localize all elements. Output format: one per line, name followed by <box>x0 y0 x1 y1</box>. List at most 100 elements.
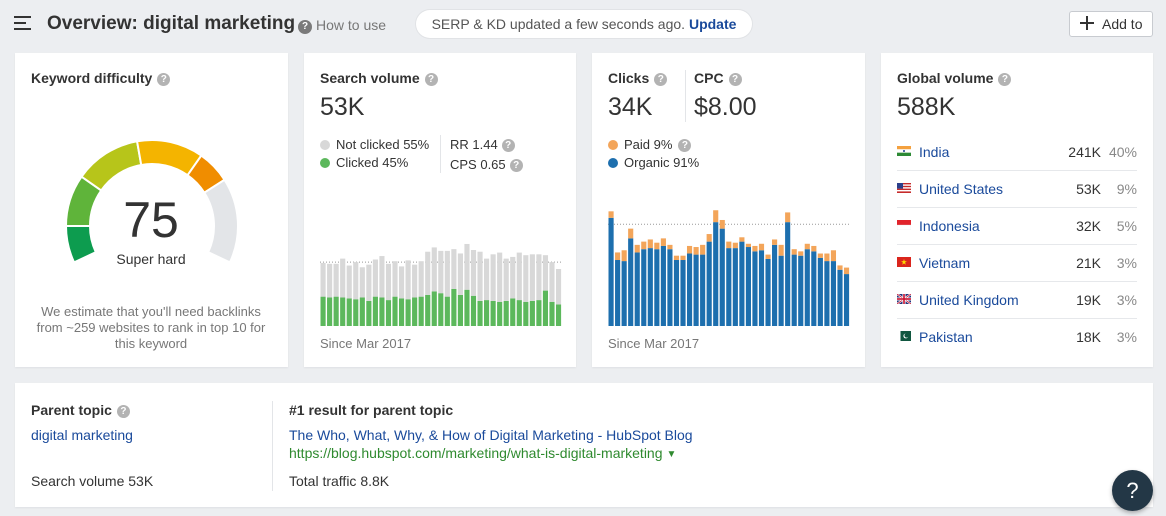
bar-organic[interactable] <box>647 248 653 326</box>
bar-organic[interactable] <box>641 249 647 326</box>
bar-clicked[interactable] <box>320 296 326 326</box>
bar-not-clicked[interactable] <box>510 256 516 299</box>
add-to-button[interactable]: Add to <box>1069 11 1153 37</box>
bar-organic[interactable] <box>667 249 673 326</box>
bar-not-clicked[interactable] <box>542 255 549 291</box>
bar-paid[interactable] <box>647 239 653 249</box>
bar-not-clicked[interactable] <box>497 252 503 302</box>
bar-not-clicked[interactable] <box>379 256 385 298</box>
bar-organic[interactable] <box>732 248 738 326</box>
bar-organic[interactable] <box>719 228 725 326</box>
bar-paid[interactable] <box>817 253 823 258</box>
bar-paid[interactable] <box>843 267 850 275</box>
how-to-use-link[interactable]: ? How to use <box>298 17 386 34</box>
country-link[interactable]: Indonesia <box>919 218 980 234</box>
bar-clicked[interactable] <box>333 296 339 326</box>
question-icon[interactable]: ? <box>501 139 515 152</box>
bar-paid[interactable] <box>641 241 647 250</box>
country-link[interactable]: Pakistan <box>919 329 973 345</box>
bar-paid[interactable] <box>693 247 699 255</box>
bar-organic[interactable] <box>660 245 666 326</box>
bar-clicked[interactable] <box>340 297 346 327</box>
bar-not-clicked[interactable] <box>359 267 365 298</box>
bar-not-clicked[interactable] <box>457 253 463 295</box>
bar-clicked[interactable] <box>503 300 509 326</box>
bar-organic[interactable] <box>706 241 712 326</box>
bar-organic[interactable] <box>778 255 784 326</box>
country-link[interactable]: United States <box>919 181 1004 197</box>
bar-not-clicked[interactable] <box>320 262 326 297</box>
bar-clicked[interactable] <box>418 296 424 326</box>
bar-paid[interactable] <box>719 219 725 229</box>
bar-clicked[interactable] <box>372 296 378 326</box>
bar-organic[interactable] <box>817 257 823 326</box>
bar-organic[interactable] <box>837 269 843 326</box>
bar-not-clicked[interactable] <box>451 249 457 289</box>
bar-paid[interactable] <box>758 243 765 251</box>
question-icon[interactable]: ? <box>728 73 742 86</box>
bar-paid[interactable] <box>660 238 666 246</box>
bar-organic[interactable] <box>680 260 686 326</box>
bar-paid[interactable] <box>615 252 621 261</box>
bar-clicked[interactable] <box>470 295 477 326</box>
bar-not-clicked[interactable] <box>549 262 555 302</box>
bar-clicked[interactable] <box>542 290 549 326</box>
bar-not-clicked[interactable] <box>405 260 411 300</box>
top-result-link[interactable]: The Who, What, Why, & How of Digital Mar… <box>289 427 693 443</box>
bar-paid[interactable] <box>628 228 634 239</box>
bar-paid[interactable] <box>824 253 830 262</box>
bar-clicked[interactable] <box>497 301 503 326</box>
bar-paid[interactable] <box>634 244 640 253</box>
country-link[interactable]: India <box>919 144 950 160</box>
bar-not-clicked[interactable] <box>438 250 444 294</box>
bar-not-clicked[interactable] <box>431 247 437 292</box>
bar-paid[interactable] <box>713 210 719 223</box>
bar-clicked[interactable] <box>346 298 352 326</box>
caret-down-icon[interactable]: ▼ <box>666 449 677 460</box>
bar-organic[interactable] <box>634 252 640 326</box>
bar-clicked[interactable] <box>490 300 496 326</box>
bar-not-clicked[interactable] <box>346 265 352 299</box>
bar-organic[interactable] <box>758 250 765 326</box>
question-icon[interactable]: ? <box>116 405 130 418</box>
bar-paid[interactable] <box>706 234 712 242</box>
bar-organic[interactable] <box>765 258 771 326</box>
bar-not-clicked[interactable] <box>529 254 535 301</box>
bar-clicked[interactable] <box>379 297 385 327</box>
question-icon[interactable]: ? <box>678 139 692 152</box>
bar-not-clicked[interactable] <box>477 251 483 301</box>
bar-not-clicked[interactable] <box>412 264 418 298</box>
bar-not-clicked[interactable] <box>353 262 359 300</box>
bar-not-clicked[interactable] <box>536 254 542 301</box>
bar-not-clicked[interactable] <box>327 263 333 298</box>
bar-not-clicked[interactable] <box>523 255 529 302</box>
bar-paid[interactable] <box>739 237 745 242</box>
bar-clicked[interactable] <box>510 298 516 326</box>
bar-clicked[interactable] <box>516 300 522 326</box>
bar-not-clicked[interactable] <box>372 259 378 297</box>
bar-organic[interactable] <box>843 274 850 326</box>
bar-not-clicked[interactable] <box>470 250 477 296</box>
bar-paid[interactable] <box>772 239 778 245</box>
bar-organic[interactable] <box>804 249 810 326</box>
bar-not-clicked[interactable] <box>555 269 562 305</box>
bar-paid[interactable] <box>791 249 797 255</box>
bar-paid[interactable] <box>608 211 614 218</box>
bar-organic[interactable] <box>726 248 732 326</box>
bar-clicked[interactable] <box>431 291 437 326</box>
bar-not-clicked[interactable] <box>464 243 470 290</box>
bar-clicked[interactable] <box>523 301 529 326</box>
bar-clicked[interactable] <box>477 300 483 326</box>
bar-organic[interactable] <box>673 260 680 326</box>
bar-paid[interactable] <box>811 245 817 252</box>
bar-organic[interactable] <box>798 255 804 326</box>
bar-clicked[interactable] <box>484 300 490 326</box>
bar-clicked[interactable] <box>398 298 405 326</box>
parent-topic-link[interactable]: digital marketing <box>31 427 133 443</box>
bar-clicked[interactable] <box>529 300 535 326</box>
bar-not-clicked[interactable] <box>444 250 450 297</box>
bar-paid[interactable] <box>745 243 751 248</box>
country-link[interactable]: United Kingdom <box>919 292 1019 308</box>
question-icon[interactable]: ? <box>157 73 171 86</box>
bar-organic[interactable] <box>686 253 693 326</box>
